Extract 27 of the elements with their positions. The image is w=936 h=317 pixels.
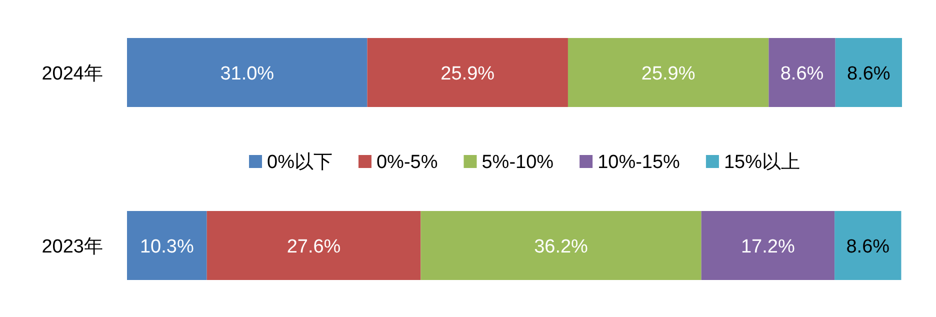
bar bbox=[127, 38, 368, 107]
data-label: 8.6% bbox=[780, 64, 824, 84]
data-label: 25.9% bbox=[440, 64, 495, 84]
bar bbox=[768, 38, 836, 107]
data-label: 31.0% bbox=[220, 64, 274, 84]
legend-label: 0%以下 bbox=[267, 152, 332, 173]
legend-label: 10%-15% bbox=[598, 152, 680, 173]
bar bbox=[127, 211, 207, 280]
data-label: 17.2% bbox=[740, 236, 795, 258]
data-label: 8.6% bbox=[846, 236, 890, 258]
bar bbox=[701, 211, 835, 280]
bar bbox=[367, 38, 568, 107]
legend-label: 0%-5% bbox=[376, 152, 438, 173]
y-tick-label: 2024年 bbox=[42, 64, 103, 84]
bar bbox=[420, 211, 702, 280]
bar bbox=[835, 38, 902, 107]
data-label: 25.9% bbox=[641, 64, 696, 84]
legend-label: 5%-10% bbox=[482, 152, 554, 173]
data-label: 10.3% bbox=[140, 236, 194, 258]
y-tick-label: 2023年 bbox=[42, 236, 103, 258]
data-label: 36.2% bbox=[534, 236, 588, 258]
data-label: 8.6% bbox=[847, 64, 890, 84]
legend-label: 15%以上 bbox=[724, 152, 800, 173]
data-label: 27.6% bbox=[286, 236, 341, 258]
bar bbox=[206, 211, 421, 280]
bar bbox=[568, 38, 769, 107]
bar bbox=[834, 211, 902, 280]
